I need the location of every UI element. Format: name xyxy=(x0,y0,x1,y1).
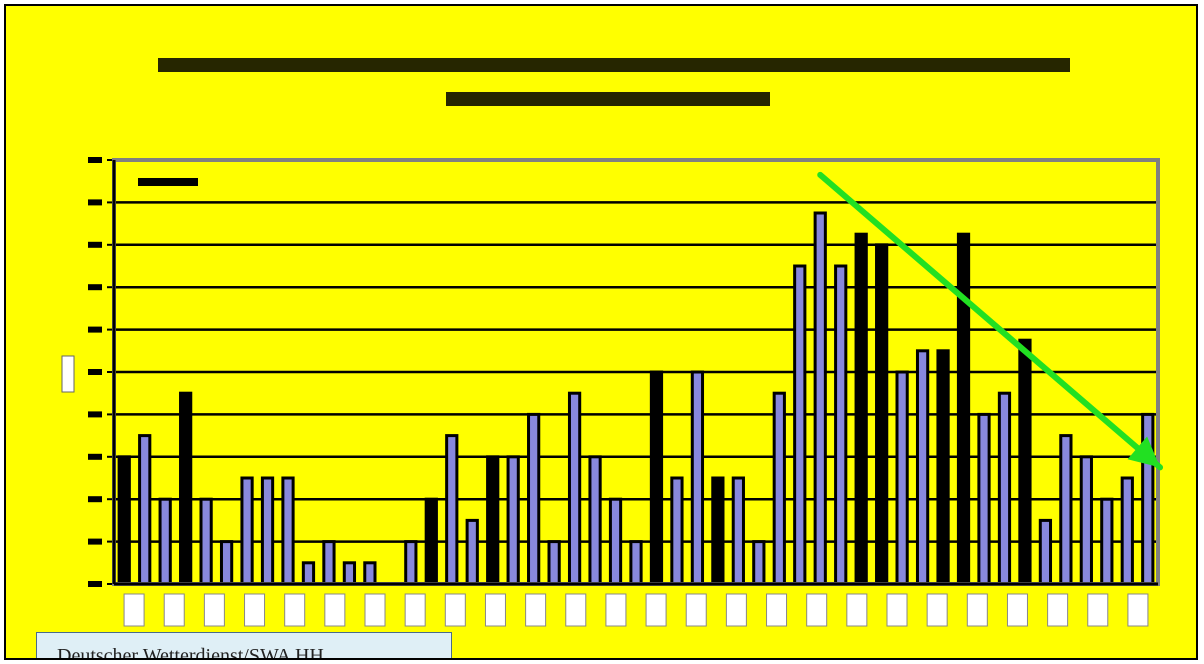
bar xyxy=(813,211,827,586)
x-tick-label xyxy=(685,593,707,627)
bar xyxy=(342,561,357,586)
x-tick-label xyxy=(846,593,868,627)
bar xyxy=(219,540,234,586)
bar xyxy=(649,370,664,586)
y-tick-label xyxy=(88,326,102,333)
y-tick-label xyxy=(88,369,102,375)
bar xyxy=(179,391,193,586)
bar xyxy=(690,370,705,586)
x-tick-label xyxy=(244,593,266,627)
x-tick-label xyxy=(926,593,948,627)
bar xyxy=(752,540,766,586)
bar xyxy=(854,232,868,586)
x-tick-label xyxy=(806,593,828,627)
bar xyxy=(240,476,254,586)
bar xyxy=(1079,455,1093,586)
bar xyxy=(997,391,1012,586)
bar xyxy=(834,264,848,586)
bar xyxy=(1059,434,1073,586)
y-tick-label xyxy=(88,411,102,418)
bar xyxy=(445,434,459,586)
chart-frame: Deutscher Wetterdienst/SWA HH xyxy=(4,4,1198,660)
bar xyxy=(424,497,438,586)
x-tick-label xyxy=(766,593,788,627)
bar xyxy=(138,434,152,586)
bar xyxy=(547,540,561,586)
bar xyxy=(527,412,541,586)
bar xyxy=(977,412,991,586)
bar xyxy=(117,455,131,586)
x-tick-label xyxy=(444,593,466,627)
y-tick-label xyxy=(88,199,102,206)
x-tick-label xyxy=(163,593,185,627)
bar xyxy=(588,455,602,586)
y-axis-label xyxy=(61,355,75,393)
credit-box: Deutscher Wetterdienst/SWA HH xyxy=(36,632,452,658)
x-tick-label xyxy=(525,593,547,627)
bar xyxy=(1120,476,1134,586)
bar xyxy=(670,476,684,586)
bar xyxy=(793,264,807,586)
x-tick-label xyxy=(725,593,747,627)
bar xyxy=(404,540,418,586)
bar xyxy=(486,455,500,586)
y-tick-label xyxy=(88,157,102,163)
x-tick-label xyxy=(203,593,225,627)
bar xyxy=(363,561,377,586)
x-tick-label xyxy=(1127,593,1149,627)
y-tick-label xyxy=(88,496,102,503)
bar xyxy=(875,243,889,586)
x-tick-label xyxy=(284,593,306,627)
x-tick-label xyxy=(966,593,988,627)
x-tick-label xyxy=(645,593,667,627)
x-tick-label xyxy=(565,593,587,627)
bar xyxy=(1038,518,1053,586)
chart-subtitle xyxy=(446,92,770,106)
bar xyxy=(301,561,316,586)
bar xyxy=(1018,338,1032,586)
bar xyxy=(711,476,725,586)
y-tick-label xyxy=(88,453,102,460)
y-tick-label xyxy=(88,538,102,545)
bar xyxy=(731,476,745,586)
bar xyxy=(506,455,520,586)
bar xyxy=(1100,497,1114,586)
bar xyxy=(936,349,950,586)
y-tick-label xyxy=(88,581,102,587)
x-tick-label xyxy=(1006,593,1028,627)
bar xyxy=(199,497,213,586)
x-tick-label xyxy=(324,593,346,627)
x-tick-label xyxy=(1087,593,1109,627)
bar xyxy=(281,476,295,586)
bar xyxy=(895,370,909,586)
x-tick-label xyxy=(123,593,145,627)
bar xyxy=(158,497,172,586)
legend-label xyxy=(138,178,198,186)
x-tick-label xyxy=(404,593,426,627)
bar xyxy=(608,497,623,586)
trend-arrow-line xyxy=(817,171,1164,471)
y-tick-label xyxy=(88,284,102,291)
x-tick-label xyxy=(605,593,627,627)
bar xyxy=(465,518,479,586)
y-tick-label xyxy=(88,241,102,248)
trend-arrow-head xyxy=(1127,436,1161,468)
x-tick-label xyxy=(886,593,908,627)
bar xyxy=(260,476,275,586)
bar xyxy=(956,232,971,586)
x-tick-label xyxy=(364,593,386,627)
bar xyxy=(629,540,643,586)
bar xyxy=(322,540,336,586)
bar xyxy=(567,391,582,586)
x-tick-label xyxy=(484,593,506,627)
bar xyxy=(915,349,930,586)
bar-chart xyxy=(61,58,1164,627)
bar xyxy=(772,391,786,586)
x-tick-label xyxy=(1047,593,1069,627)
chart-title xyxy=(158,58,1070,72)
